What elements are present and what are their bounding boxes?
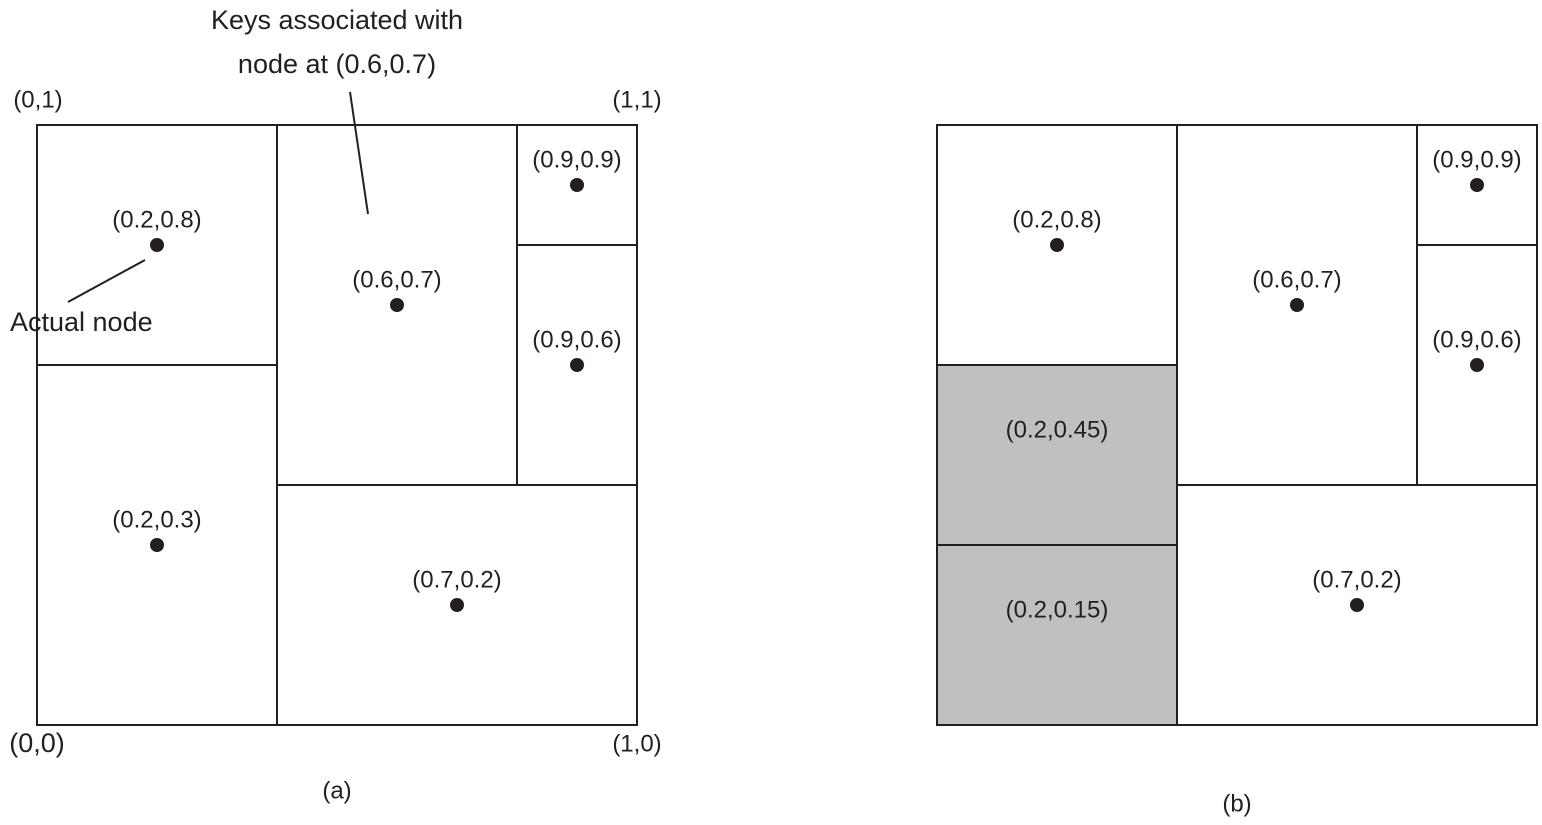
node-label: (0.9,0.6) [532,326,621,353]
node-label: (0.7,0.2) [412,566,501,593]
corner-label: (0,0) [9,728,65,758]
node-label: (0.6,0.7) [352,266,441,293]
node-label: (0.9,0.9) [1432,146,1521,173]
node-label: (0.2,0.8) [112,206,201,233]
annotation: Actual node [10,307,153,337]
annotation: node at (0.6,0.7) [238,49,436,79]
node-dot [150,238,164,252]
caption: (a) [322,777,351,804]
annotation: Keys associated with [211,5,463,35]
node-label: (0.6,0.7) [1252,266,1341,293]
node-dot [1350,598,1364,612]
annotation-leader [349,91,369,215]
corner-label: (1,1) [612,86,661,113]
node-label: (0.2,0.45) [1006,416,1109,443]
node-label: (0.7,0.2) [1312,566,1401,593]
node-label: (0.2,0.3) [112,506,201,533]
node-label: (0.9,0.9) [532,146,621,173]
panel-a: (0.2,0.8) (0.6,0.7) (0.9,0.9) (0.9,0.6) … [9,5,661,804]
node-dot [1470,178,1484,192]
node-label: (0.9,0.6) [1432,326,1521,353]
node-dot [450,598,464,612]
node-dot [150,538,164,552]
corner-label: (1,0) [612,730,661,757]
node-label: (0.2,0.8) [1012,206,1101,233]
node-dot [390,298,404,312]
caption: (b) [1222,790,1251,817]
panel-b: (0.2,0.8) (0.6,0.7) (0.9,0.9) (0.9,0.6) … [936,124,1538,817]
node-label: (0.2,0.15) [1006,596,1109,623]
node-dot [1050,238,1064,252]
corner-label: (0,1) [13,86,62,113]
node-dot [1290,298,1304,312]
node-dot [570,358,584,372]
annotation-leader [67,259,146,303]
space-border [936,124,1538,726]
node-dot [570,178,584,192]
space-border [36,124,638,726]
node-dot [1470,358,1484,372]
